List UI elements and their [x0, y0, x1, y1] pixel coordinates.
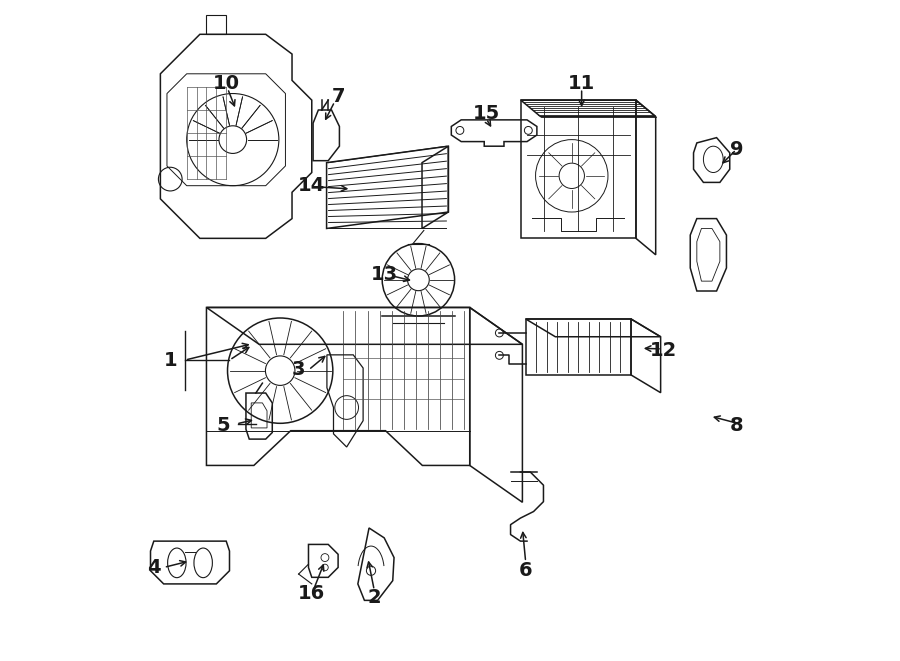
Text: 16: 16	[298, 584, 326, 603]
Text: 12: 12	[651, 341, 678, 360]
Text: 13: 13	[371, 265, 398, 284]
Text: 4: 4	[147, 558, 160, 577]
Text: 15: 15	[472, 104, 500, 123]
Text: 10: 10	[212, 74, 239, 93]
Text: 2: 2	[367, 588, 381, 607]
Text: 3: 3	[292, 360, 305, 379]
Text: 14: 14	[298, 176, 326, 195]
Text: 11: 11	[568, 74, 595, 93]
Text: 1: 1	[164, 350, 177, 369]
Text: 6: 6	[519, 561, 533, 580]
Text: 5: 5	[216, 416, 230, 436]
Text: 9: 9	[730, 140, 743, 159]
Text: 8: 8	[730, 416, 743, 436]
Text: 7: 7	[331, 87, 345, 106]
